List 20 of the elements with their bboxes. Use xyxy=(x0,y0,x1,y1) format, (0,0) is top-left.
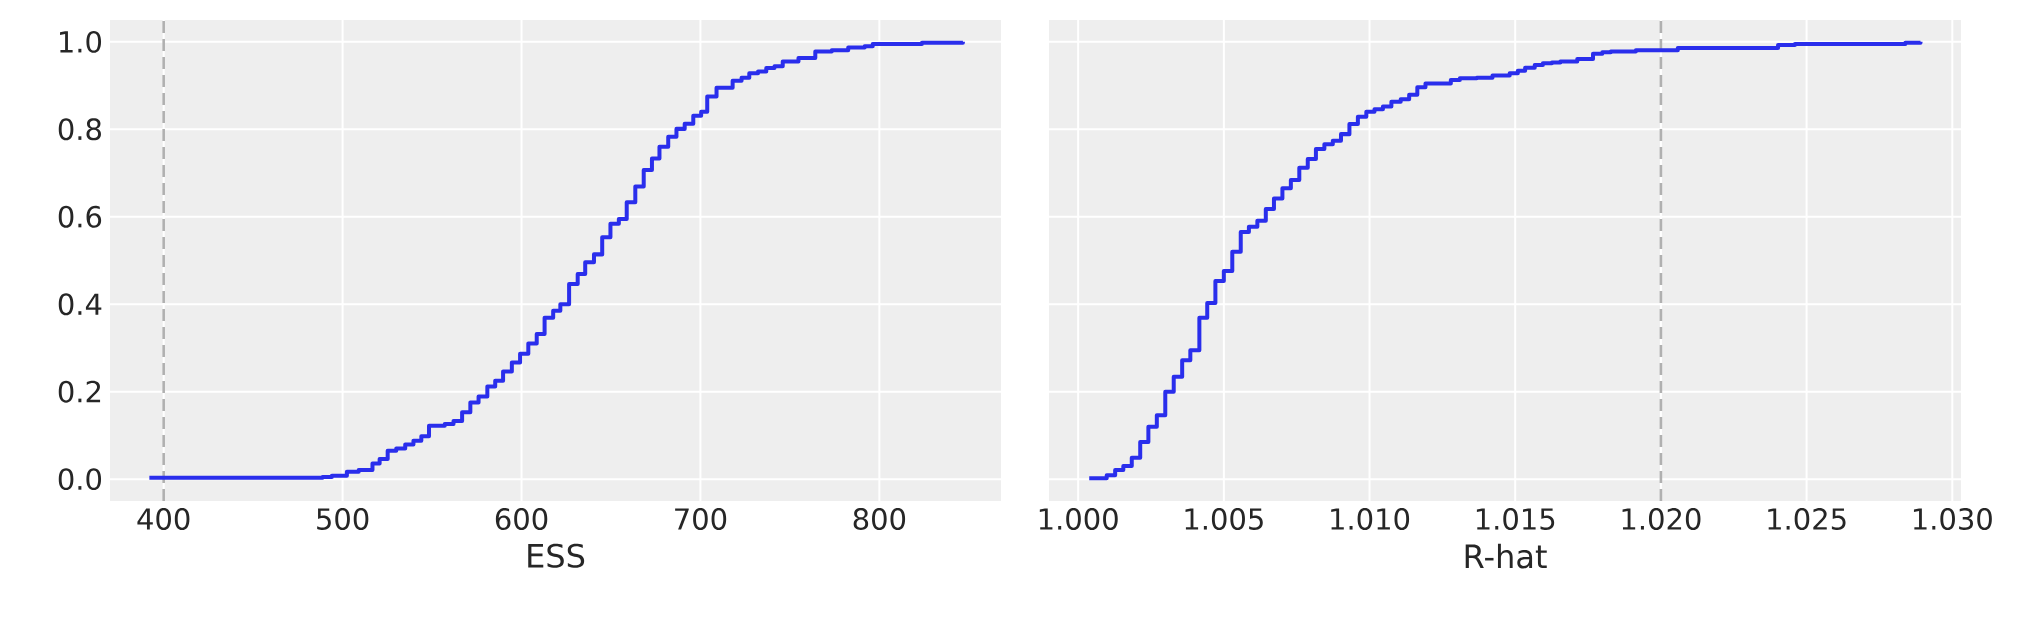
x-tick-label: 500 xyxy=(317,508,369,530)
y-tick-label: 0.2 xyxy=(58,380,101,403)
x-axis-title: R-hat xyxy=(1465,543,1547,569)
x-tick-label: 1.030 xyxy=(1913,508,1992,530)
x-tick-label: 1.025 xyxy=(1768,508,1846,530)
y-tick-label: 0.6 xyxy=(58,205,102,228)
y-tick-label: 0.0 xyxy=(58,468,102,491)
x-tick-label: 1.015 xyxy=(1476,508,1555,530)
y-tick-label: 0.4 xyxy=(58,293,102,316)
y-tick-label: 0.8 xyxy=(58,118,101,141)
x-tick-label: 700 xyxy=(675,508,727,530)
x-tick-label: 1.010 xyxy=(1331,508,1410,530)
x-axis-title: ESS xyxy=(528,543,585,568)
x-tick-label: 400 xyxy=(137,508,190,530)
x-tick-label: 1.000 xyxy=(1039,508,1118,530)
x-tick-label: 1.020 xyxy=(1622,508,1701,530)
x-tick-label: 600 xyxy=(495,508,548,530)
y-tick-label: 1.0 xyxy=(60,30,102,53)
x-tick-label: 800 xyxy=(853,508,906,530)
x-tick-label: 1.005 xyxy=(1185,508,1263,530)
